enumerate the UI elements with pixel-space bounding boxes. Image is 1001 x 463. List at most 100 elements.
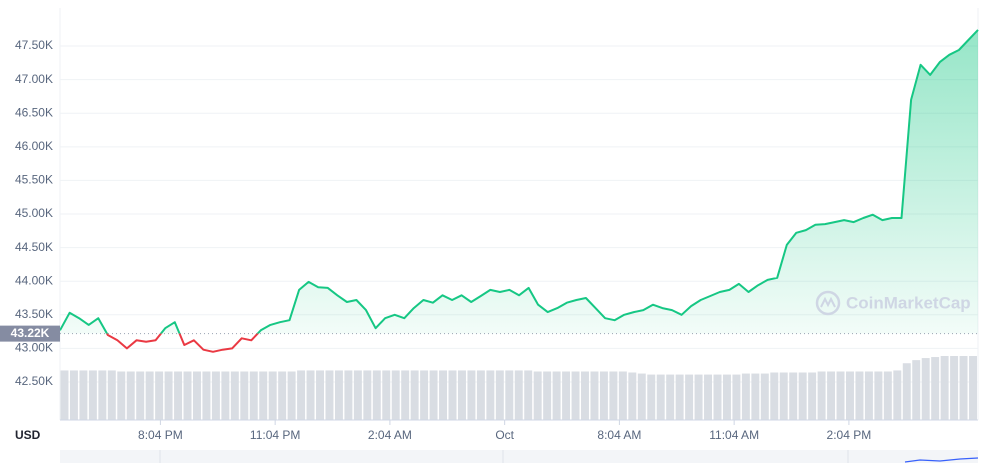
y-tick-label: 46.50K bbox=[15, 105, 53, 119]
volume-bar bbox=[164, 371, 173, 420]
volume-bar bbox=[372, 370, 381, 420]
volume-bar bbox=[448, 370, 457, 420]
volume-bar bbox=[221, 371, 230, 420]
volume-bar bbox=[808, 372, 817, 420]
price-line-up bbox=[59, 29, 979, 334]
volume-bar bbox=[751, 373, 760, 420]
volume-bar bbox=[117, 371, 126, 420]
volume-bar bbox=[846, 371, 854, 420]
volume-bar bbox=[552, 371, 561, 420]
volume-bar bbox=[741, 373, 750, 420]
volume-bar bbox=[363, 370, 372, 420]
volume-bar bbox=[136, 371, 145, 420]
volume-bar bbox=[155, 371, 164, 420]
volume-bar bbox=[514, 370, 523, 420]
volume-bar bbox=[429, 370, 438, 420]
volume-bar bbox=[505, 370, 514, 420]
volume-bar bbox=[618, 371, 627, 420]
volume-bar bbox=[79, 370, 88, 420]
y-tick-label: 46.00K bbox=[15, 139, 53, 153]
volume-bar bbox=[760, 373, 769, 420]
volume-bar bbox=[713, 374, 722, 420]
volume-bar bbox=[571, 371, 580, 420]
volume-bar bbox=[495, 370, 504, 420]
volume-bar bbox=[334, 370, 343, 420]
y-tick-label: 45.50K bbox=[15, 173, 53, 187]
volume-bar bbox=[524, 370, 533, 420]
volume-bar bbox=[562, 371, 571, 420]
volume-bar bbox=[789, 372, 798, 420]
volume-bar bbox=[628, 372, 637, 420]
y-tick-label: 47.00K bbox=[15, 72, 53, 86]
volume-bar bbox=[211, 371, 220, 420]
y-tick-label: 43.00K bbox=[15, 341, 53, 355]
volume-bar bbox=[240, 371, 249, 420]
volume-bar bbox=[230, 371, 239, 420]
x-tick-label: 8:04 AM bbox=[597, 428, 641, 442]
navigator bbox=[60, 450, 979, 463]
volume-bar bbox=[874, 371, 883, 420]
volume-bar bbox=[590, 371, 599, 420]
volume-bar bbox=[969, 356, 977, 420]
volume-bar bbox=[306, 370, 315, 420]
volume-bar bbox=[145, 371, 154, 420]
volume-bar bbox=[940, 356, 949, 420]
volume-bar bbox=[183, 371, 192, 420]
volume-bar bbox=[391, 370, 400, 420]
volume-bar bbox=[827, 371, 836, 420]
volume-bar bbox=[192, 371, 201, 420]
baseline-label: 43.22K bbox=[11, 326, 50, 340]
volume-bar bbox=[950, 356, 959, 420]
volume-bar bbox=[420, 370, 429, 420]
volume-bar bbox=[476, 370, 485, 420]
volume-bar bbox=[410, 370, 419, 420]
volume-bar bbox=[599, 371, 608, 420]
volume-bar bbox=[864, 371, 873, 420]
y-tick-label: 45.00K bbox=[15, 206, 53, 220]
volume-bar bbox=[60, 370, 69, 420]
volume-bar bbox=[666, 374, 675, 420]
x-tick-label: 11:04 PM bbox=[250, 428, 300, 442]
y-tick-label: 47.50K bbox=[15, 38, 53, 52]
navigator-track bbox=[60, 450, 978, 463]
watermark: CoinMarketCap bbox=[815, 290, 971, 316]
volume-bar bbox=[249, 371, 258, 420]
volume-bar bbox=[722, 374, 731, 420]
volume-bar bbox=[685, 374, 694, 420]
volume-bar bbox=[893, 370, 902, 420]
volume-bar bbox=[316, 370, 324, 420]
volume-bar bbox=[69, 370, 78, 420]
volume-bar bbox=[353, 370, 362, 420]
baseline-tag bbox=[0, 325, 60, 342]
volume-bar bbox=[921, 358, 930, 420]
volume-bar bbox=[401, 370, 410, 420]
volume-bar bbox=[259, 371, 268, 420]
price-line-down bbox=[105, 333, 260, 353]
volume-bar bbox=[325, 370, 334, 420]
volume-bar bbox=[770, 372, 779, 420]
volume-bar bbox=[174, 371, 183, 420]
volume-bar bbox=[609, 371, 618, 420]
volume-bar bbox=[98, 370, 107, 420]
volume-bar bbox=[656, 374, 665, 420]
volume-bar bbox=[675, 374, 684, 420]
volume-bar bbox=[467, 370, 476, 420]
volume-bar bbox=[457, 370, 466, 420]
volume-bar bbox=[439, 370, 448, 420]
volume-bar bbox=[647, 374, 656, 420]
x-tick-label: 2:04 PM bbox=[827, 428, 872, 442]
x-tick-label: 2:04 AM bbox=[368, 428, 412, 442]
currency-label: USD bbox=[15, 428, 41, 442]
volume-bar bbox=[798, 372, 807, 420]
volume-bar bbox=[836, 371, 845, 420]
volume-bar bbox=[912, 360, 921, 420]
y-tick-label: 44.50K bbox=[15, 240, 53, 254]
volume-bar bbox=[287, 371, 296, 420]
volume-bar bbox=[278, 371, 287, 420]
y-tick-label: 42.50K bbox=[15, 374, 53, 388]
volume-bar bbox=[202, 371, 211, 420]
volume-bar bbox=[732, 374, 741, 420]
watermark-text: CoinMarketCap bbox=[846, 293, 971, 312]
volume-bar bbox=[344, 370, 353, 420]
